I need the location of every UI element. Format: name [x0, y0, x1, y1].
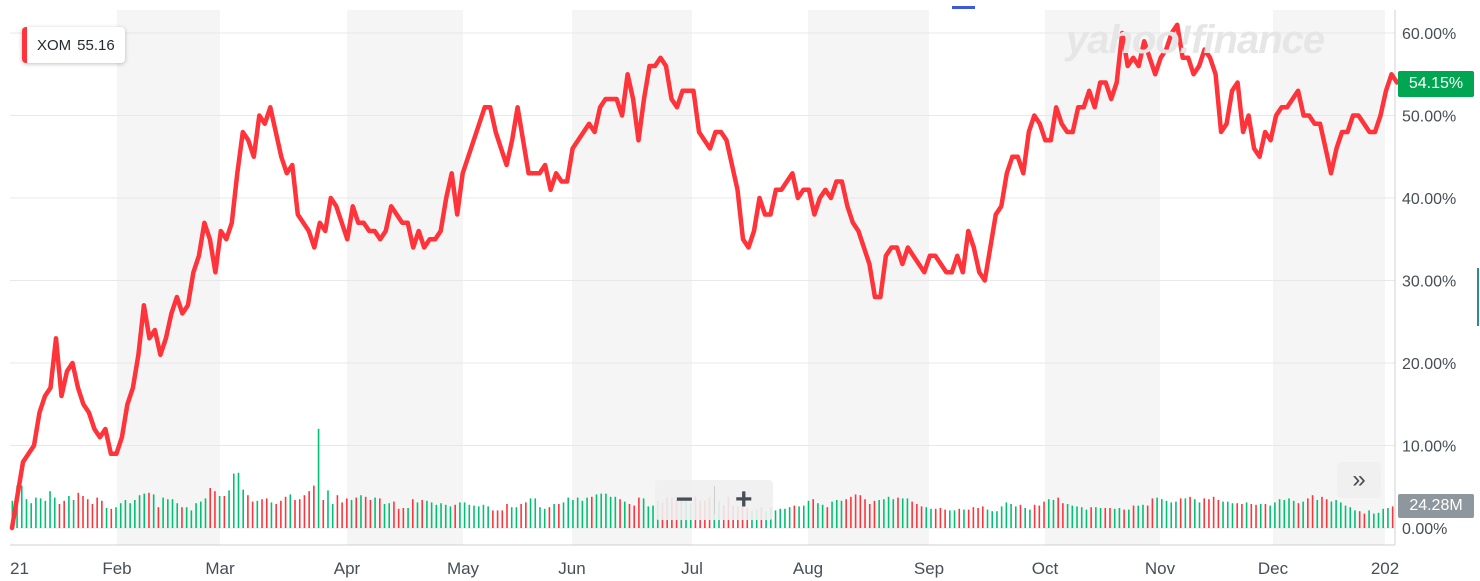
x-tick-label: Apr — [334, 559, 361, 578]
x-tick-label: Mar — [205, 559, 235, 578]
y-tick-label: 30.00% — [1402, 274, 1456, 291]
legend-value: 55.16 — [77, 37, 115, 54]
x-tick-label: Nov — [1145, 559, 1176, 578]
yahoo-finance-watermark: yahoo!finance — [1066, 18, 1324, 63]
x-tick-label: Feb — [102, 559, 131, 578]
current-volume-badge: 24.28M — [1398, 494, 1474, 518]
x-tick-label: Aug — [793, 559, 823, 578]
zoom-controls: − + — [655, 480, 773, 520]
y-tick-label: 50.00% — [1402, 109, 1456, 126]
zoom-in-button[interactable]: + — [715, 480, 774, 520]
x-tick-label: Oct — [1032, 559, 1059, 578]
y-tick-label: 60.00% — [1402, 26, 1456, 43]
x-tick-label: Dec — [1258, 559, 1289, 578]
scroll-indicator[interactable] — [1477, 268, 1479, 326]
symbol-legend[interactable]: XOM 55.16 — [22, 27, 125, 63]
x-tick-label: Jun — [558, 559, 585, 578]
y-tick-label: 0.00% — [1402, 521, 1447, 538]
current-change-badge: 54.15% — [1398, 71, 1474, 97]
x-tick-label: Sep — [914, 559, 944, 578]
y-tick-label: 40.00% — [1402, 191, 1456, 208]
x-tick-label: Jul — [681, 559, 703, 578]
y-tick-label: 20.00% — [1402, 356, 1456, 373]
month-band — [117, 10, 220, 545]
month-band — [1045, 10, 1160, 545]
month-band — [808, 10, 929, 545]
month-band — [347, 10, 463, 545]
series-color-swatch — [22, 27, 27, 63]
x-tick-label: 202 — [1371, 559, 1399, 578]
zoom-out-button[interactable]: − — [655, 480, 714, 520]
range-indicator — [952, 6, 975, 9]
x-tick-label: 21 — [10, 559, 29, 578]
expand-chart-button[interactable]: » — [1337, 462, 1381, 498]
legend-symbol: XOM — [37, 37, 71, 54]
y-tick-label: 10.00% — [1402, 439, 1456, 456]
x-tick-label: May — [447, 559, 480, 578]
